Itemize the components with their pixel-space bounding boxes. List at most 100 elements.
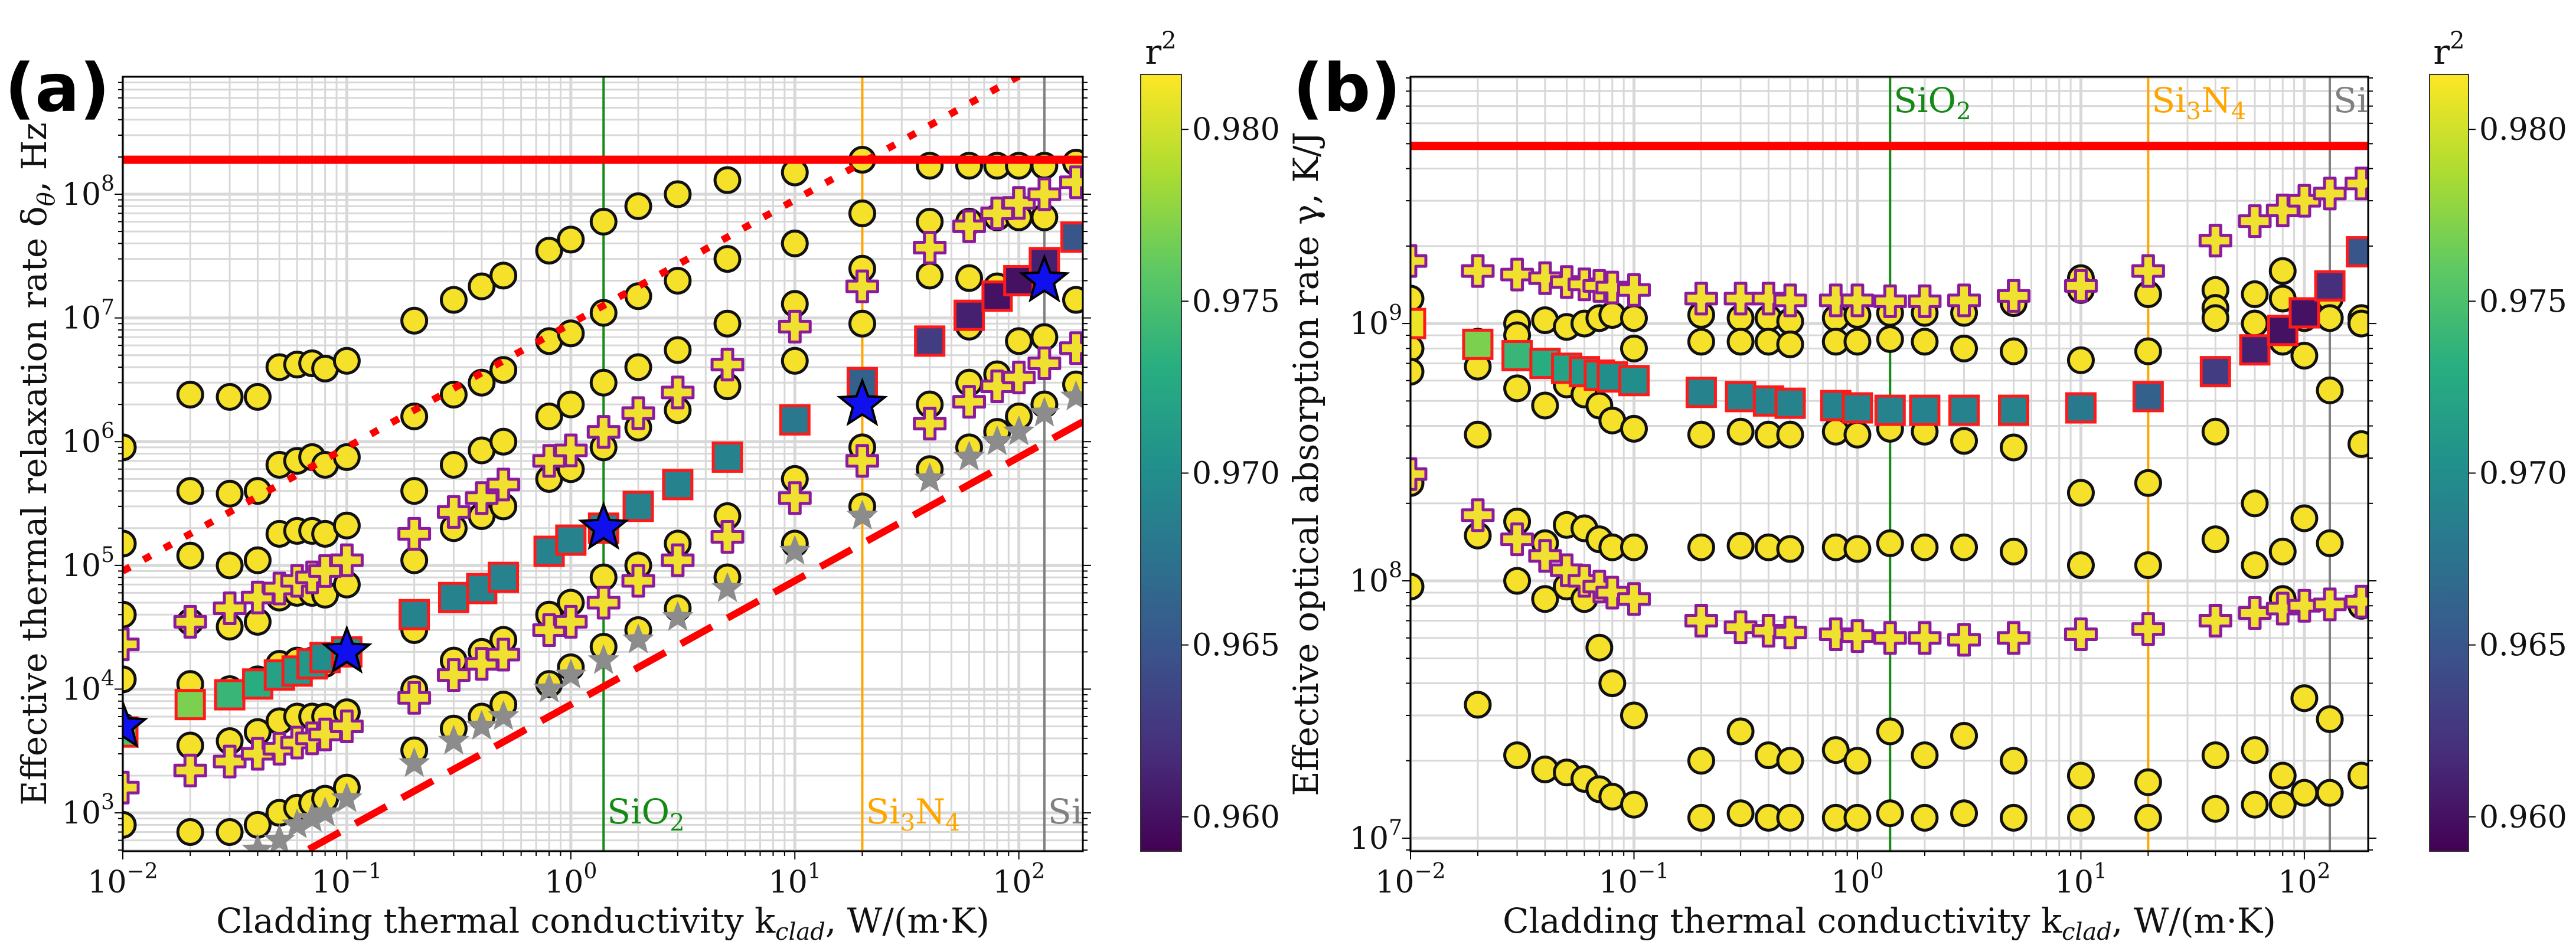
circle-point bbox=[1687, 747, 1715, 775]
tick-base: 10 bbox=[2278, 865, 2317, 900]
circle-point bbox=[2241, 790, 2269, 819]
plus-point bbox=[586, 586, 621, 620]
square-point bbox=[2314, 270, 2346, 302]
plus-point bbox=[1002, 186, 1036, 220]
circle-point bbox=[332, 346, 361, 375]
plus-point bbox=[1059, 331, 1083, 365]
colorbar-b-gradient bbox=[2429, 74, 2469, 852]
plus-point bbox=[2287, 184, 2322, 218]
circle-point bbox=[2316, 705, 2344, 733]
circle-point bbox=[123, 810, 137, 839]
plus-point bbox=[1500, 257, 1535, 292]
material-label-text: N bbox=[2201, 80, 2231, 120]
material-label: SiO2 bbox=[607, 792, 684, 836]
square-point bbox=[2065, 392, 2097, 424]
blue-star-point bbox=[1018, 253, 1070, 303]
circle-point bbox=[1776, 420, 1804, 449]
panel-a-x-axis-title: Cladding thermal conductivity kclad, W/(… bbox=[216, 901, 990, 946]
circle-point bbox=[2134, 469, 2162, 497]
tick-base: 10 bbox=[62, 796, 101, 831]
plus-point bbox=[329, 543, 364, 577]
circle-point bbox=[2066, 803, 2095, 832]
panel-b-colorbar: r2 0.980 0.975 0.970 0.965 0.960 bbox=[2429, 27, 2567, 852]
circle-point bbox=[1911, 803, 1939, 832]
tick-exponent: 8 bbox=[101, 172, 115, 196]
circle-point bbox=[216, 383, 244, 411]
material-label-text: SiO bbox=[607, 792, 670, 832]
plus-point bbox=[1773, 283, 1807, 318]
circle-point bbox=[123, 600, 137, 629]
circle-point bbox=[176, 541, 204, 570]
circle-point bbox=[176, 381, 204, 409]
material-label-sub: 3 bbox=[2186, 98, 2201, 125]
circle-point bbox=[1950, 799, 1978, 828]
circle-point bbox=[1464, 420, 1492, 449]
blue-star-point bbox=[321, 625, 373, 674]
circle-point bbox=[489, 427, 518, 456]
circle-point bbox=[216, 551, 244, 580]
tick-exponent: 0 bbox=[1870, 859, 1884, 884]
circle-point bbox=[1620, 701, 1648, 730]
circle-point bbox=[1876, 799, 1904, 828]
circle-point bbox=[1726, 328, 1755, 356]
y-tick-label: 107 bbox=[1350, 816, 1402, 857]
plus-point bbox=[1684, 604, 1718, 638]
material-label: SiO2 bbox=[1893, 80, 1971, 125]
circle-point bbox=[1598, 669, 1627, 697]
material-label-text: Si bbox=[2151, 80, 2186, 120]
circle-point bbox=[123, 433, 137, 462]
tick-base: 10 bbox=[2055, 865, 2094, 900]
circle-point bbox=[1620, 790, 1648, 819]
circle-point bbox=[589, 368, 618, 397]
plus-point bbox=[1617, 273, 1651, 307]
circle-point bbox=[2348, 430, 2368, 458]
circle-point bbox=[2201, 525, 2229, 554]
plus-point bbox=[2131, 254, 2165, 288]
circle-point bbox=[1843, 747, 1872, 775]
circle-point bbox=[1620, 414, 1648, 443]
circle-point bbox=[1411, 285, 1425, 313]
y-tick-label: 106 bbox=[62, 419, 115, 460]
plus-point bbox=[465, 481, 499, 515]
square-point bbox=[2346, 236, 2368, 268]
circle-point bbox=[848, 309, 876, 338]
square-point bbox=[1948, 394, 1980, 426]
gray-star-point bbox=[1060, 380, 1083, 411]
plus-point bbox=[2064, 269, 2098, 303]
gray-star-point bbox=[662, 600, 694, 631]
square-point bbox=[914, 325, 946, 357]
square-point bbox=[1998, 394, 2030, 426]
plus-point bbox=[554, 433, 588, 468]
circle-point bbox=[1776, 747, 1804, 775]
circle-point bbox=[713, 309, 742, 338]
circle-point bbox=[2316, 376, 2344, 404]
tick-base: 10 bbox=[992, 865, 1031, 900]
circle-point bbox=[535, 402, 563, 430]
gray-star-point bbox=[309, 796, 341, 826]
circle-point bbox=[1776, 330, 1804, 358]
plus-point bbox=[1550, 265, 1584, 299]
circle-point bbox=[176, 818, 204, 846]
circle-point bbox=[1411, 573, 1425, 601]
plus-point bbox=[436, 495, 471, 529]
plus-point bbox=[952, 209, 986, 243]
plus-point bbox=[213, 591, 247, 626]
plus-point bbox=[2345, 166, 2368, 201]
circle-point bbox=[713, 166, 742, 194]
plus-point bbox=[554, 604, 588, 639]
tick-exponent: −1 bbox=[1638, 859, 1669, 884]
plus-point bbox=[1528, 261, 1562, 295]
circle-point bbox=[624, 353, 652, 381]
colorbar-tick-label: 0.960 bbox=[1192, 800, 1280, 835]
y-tick-label: 108 bbox=[1350, 558, 1402, 599]
circle-point bbox=[439, 286, 468, 314]
panel-a-data bbox=[123, 77, 1083, 851]
circle-point bbox=[1843, 535, 1872, 563]
square-point bbox=[1725, 381, 1756, 413]
square-point bbox=[1411, 308, 1426, 339]
y-tick-label: 107 bbox=[62, 296, 115, 336]
plus-point bbox=[487, 468, 521, 502]
circle-point bbox=[2241, 280, 2269, 308]
colorbar-tick-label: 0.970 bbox=[2479, 456, 2567, 491]
circle-point bbox=[1843, 420, 1872, 449]
